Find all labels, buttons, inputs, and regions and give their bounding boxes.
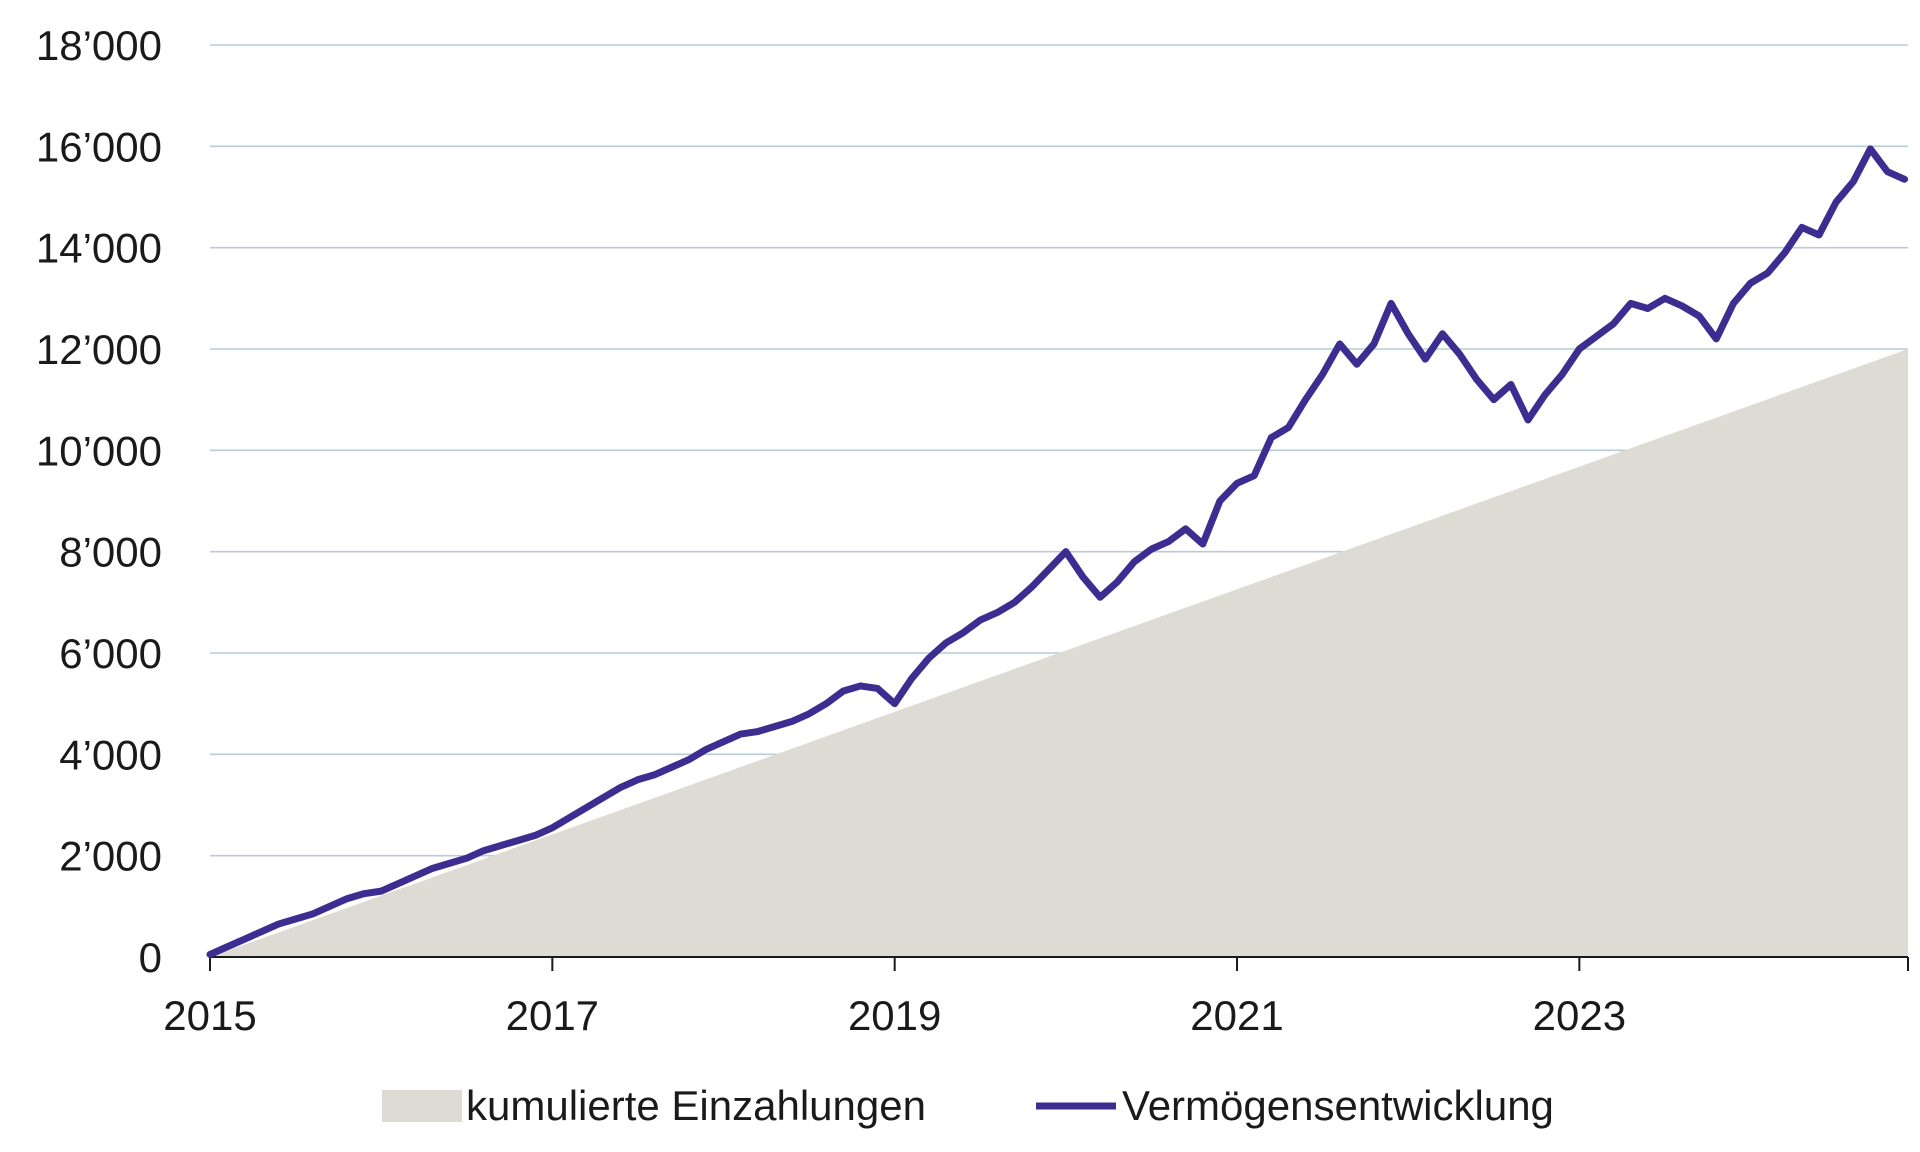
- legend-item-line: Vermögensentwicklung: [1036, 1082, 1554, 1129]
- grid-lines: [210, 44, 1908, 857]
- line-series-vermoegensentwicklung: [206, 145, 1909, 958]
- x-tick-labels: 2015 2017 2019 2021 2023: [163, 992, 1626, 1039]
- y-tick-label: 14’000: [36, 225, 162, 272]
- y-tick-label: 8’000: [59, 529, 162, 576]
- y-tick-label: 4’000: [59, 731, 162, 778]
- line-series-layer: [206, 145, 1909, 958]
- y-tick-label: 12’000: [36, 326, 162, 373]
- y-tick-label: 0: [139, 934, 162, 981]
- y-tick-label: 6’000: [59, 630, 162, 677]
- x-tick-label: 2015: [163, 992, 256, 1039]
- legend-item-area: kumulierte Einzahlungen: [382, 1082, 926, 1129]
- x-tick-label: 2019: [848, 992, 941, 1039]
- x-tick-label: 2021: [1190, 992, 1283, 1039]
- y-tick-label: 16’000: [36, 123, 162, 170]
- y-tick-label: 2’000: [59, 833, 162, 880]
- legend-swatch-area: [382, 1090, 462, 1122]
- x-tick-label: 2023: [1533, 992, 1626, 1039]
- x-axis: [209, 956, 1909, 971]
- y-tick-label: 10’000: [36, 427, 162, 474]
- y-tick-labels: 0 2’000 4’000 6’000 8’000 10’000 12’000 14’000 1…: [36, 22, 162, 981]
- y-tick-label: 18’000: [36, 22, 162, 69]
- legend-label-area: kumulierte Einzahlungen: [466, 1082, 926, 1129]
- legend-label-line: Vermögensentwicklung: [1122, 1082, 1554, 1129]
- x-tick-label: 2017: [506, 992, 599, 1039]
- area-series-kumulierte-einzahlungen: [210, 349, 1908, 957]
- area-series-layer: [210, 349, 1908, 957]
- legend: kumulierte Einzahlungen Vermögensentwick…: [382, 1082, 1554, 1129]
